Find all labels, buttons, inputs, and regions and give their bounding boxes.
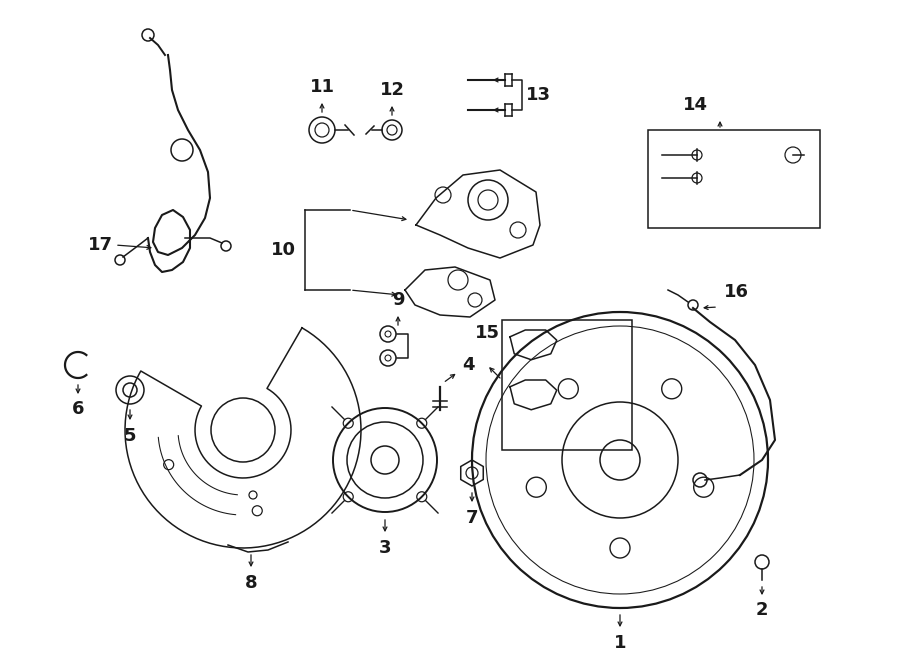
- Text: 17: 17: [87, 236, 112, 254]
- Text: 16: 16: [724, 283, 749, 301]
- Text: 4: 4: [462, 356, 474, 374]
- Text: 10: 10: [271, 241, 295, 259]
- Bar: [502, 320, 632, 450]
- Text: 3: 3: [379, 539, 392, 557]
- Text: 11: 11: [310, 78, 335, 96]
- Text: 9: 9: [392, 291, 404, 309]
- Text: 2: 2: [756, 601, 769, 619]
- Text: 6: 6: [72, 400, 85, 418]
- Text: 5: 5: [124, 427, 136, 445]
- Text: 7: 7: [466, 509, 478, 527]
- Text: 1: 1: [614, 634, 626, 652]
- Bar: [648, 130, 820, 228]
- Text: 14: 14: [682, 96, 707, 114]
- Text: 13: 13: [526, 86, 551, 104]
- Text: 12: 12: [380, 81, 404, 99]
- Text: 15: 15: [474, 324, 500, 342]
- Text: 8: 8: [245, 574, 257, 592]
